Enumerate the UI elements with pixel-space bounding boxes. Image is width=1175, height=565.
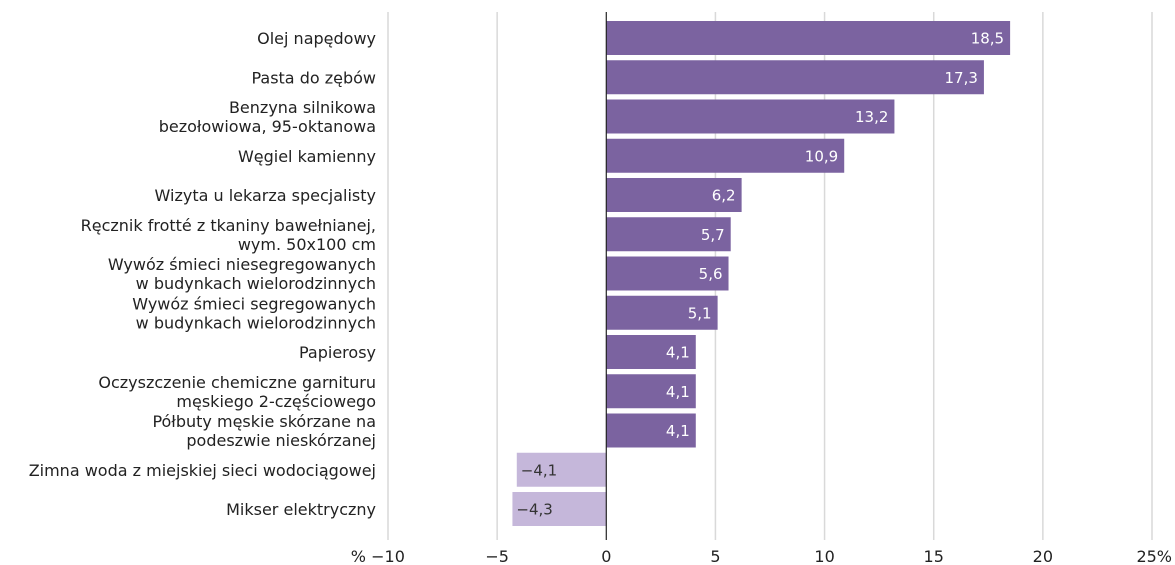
x-tick-label: −10 (371, 547, 405, 565)
category-label: Ręcznik frotté z tkaniny bawełnianej, wym… (81, 216, 376, 254)
bar (606, 138, 845, 173)
data-label: 4,1 (666, 422, 690, 440)
value-labels: 18,5 17,3 13,2 10,9 6,2 5,7 5,6 5,1 4,1 4,1 4,1 −4,… (516, 30, 1004, 519)
category-label: Mikser elektryczny (226, 500, 376, 519)
category-label: Olej napędowy (257, 29, 376, 48)
bar (606, 178, 742, 212)
bar (606, 217, 731, 252)
x-tick-label: 15 (924, 547, 944, 565)
x-axis-ticks: −10 −5 0 5 10 15 20 25%% (351, 547, 1172, 565)
category-label: Oczyszczenie chemiczne garnituru męskiego… (98, 373, 376, 411)
x-tick-label: 10 (814, 547, 834, 565)
category-label: Wywóz śmieci segregowanych w budynkach wi… (132, 294, 376, 332)
data-label: −4,3 (516, 501, 552, 519)
category-label-line: Węgiel kamienny (238, 147, 376, 166)
category-label-line: Olej napędowy (257, 29, 376, 48)
data-label: 18,5 (971, 30, 1004, 48)
bar (606, 295, 718, 330)
data-label: −4,1 (521, 461, 557, 479)
bar (606, 60, 984, 95)
category-labels: Olej napędowy Pasta do zębów Benzyna silni… (29, 29, 376, 519)
category-label: Wywóz śmieci niesegregowanych w budynkach… (108, 255, 376, 293)
category-label-line: Wizyta u lekarza specjalisty (155, 186, 376, 205)
category-label-line: Zimna woda z miejskiej sieci wodociągowe… (29, 461, 376, 480)
bars (512, 21, 1011, 526)
category-label-line: Papierosy (299, 343, 376, 362)
bar (606, 374, 696, 409)
category-label-line: Pasta do zębów (251, 68, 376, 87)
category-label-line: Ręcznik frotté z tkaniny bawełnianej, (81, 216, 376, 235)
data-label: 10,9 (805, 147, 838, 165)
category-label-line: Oczyszczenie chemiczne garnituru (98, 373, 376, 392)
category-label-line: Wywóz śmieci niesegregowanych (108, 255, 376, 274)
category-label-line: Mikser elektryczny (226, 500, 376, 519)
data-label: 5,7 (701, 226, 725, 244)
x-tick-label: 5 (710, 547, 720, 565)
x-tick-label: 25% (1136, 547, 1172, 565)
bar (606, 99, 895, 134)
bar (512, 492, 607, 526)
bar (606, 256, 729, 291)
data-label: 17,3 (945, 69, 978, 87)
data-label: 4,1 (666, 344, 690, 362)
data-label: 6,2 (712, 187, 736, 205)
category-label-line: Półbuty męskie skórzane na (152, 412, 376, 431)
bar (606, 413, 696, 448)
x-tick-label: 0 (601, 547, 611, 565)
bar (606, 21, 1011, 55)
data-label: 5,6 (699, 265, 723, 283)
category-label-line: bezołowiowa, 95-oktanowa (159, 117, 376, 136)
bar (516, 452, 607, 487)
category-label: Papierosy (299, 343, 376, 362)
category-label-line: Benzyna silnikowa (229, 98, 376, 117)
category-label-line: podeszwie nieskórzanej (186, 431, 376, 450)
x-axis-unit-label: % (351, 547, 366, 565)
data-label: 5,1 (688, 304, 712, 322)
category-label-line: Wywóz śmieci segregowanych (132, 294, 376, 313)
category-label: Półbuty męskie skórzane na podeszwie nies… (152, 412, 376, 450)
category-label-line: męskiego 2-częściowego (176, 392, 376, 411)
category-label: Węgiel kamienny (238, 147, 376, 166)
category-label: Pasta do zębów (251, 68, 376, 87)
x-tick-label: −5 (485, 547, 509, 565)
category-label-line: w budynkach wielorodzinnych (136, 274, 376, 293)
bar (606, 335, 696, 369)
category-label: Benzyna silnikowa bezołowiowa, 95-oktanow… (159, 98, 376, 136)
category-label: Zimna woda z miejskiej sieci wodociągowe… (29, 461, 376, 480)
data-label: 13,2 (855, 108, 888, 126)
data-label: 4,1 (666, 383, 690, 401)
x-tick-label: 20 (1033, 547, 1053, 565)
category-label-line: wym. 50x100 cm (238, 235, 376, 254)
category-label: Wizyta u lekarza specjalisty (155, 186, 376, 205)
category-label-line: w budynkach wielorodzinnych (136, 313, 376, 332)
